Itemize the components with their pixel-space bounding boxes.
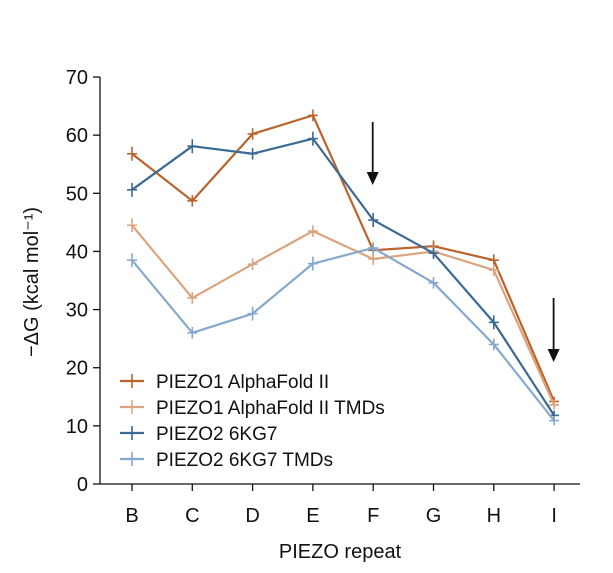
legend-label: PIEZO1 AlphaFold II TMDs bbox=[156, 398, 385, 419]
data-point bbox=[549, 415, 560, 426]
y-axis: 0 10 20 30 40 50 60 70 bbox=[66, 67, 101, 496]
data-point bbox=[488, 254, 499, 266]
x-tick-label: E bbox=[306, 505, 319, 527]
series-3 bbox=[127, 242, 560, 426]
x-axis: B C D E F G H I bbox=[100, 483, 580, 527]
data-point bbox=[247, 258, 258, 271]
series-line bbox=[131, 137, 556, 416]
data-point bbox=[368, 213, 379, 228]
data-point bbox=[307, 131, 318, 146]
data-point bbox=[127, 182, 137, 197]
data-point bbox=[187, 292, 198, 304]
series-line bbox=[131, 246, 555, 422]
data-point bbox=[307, 256, 318, 271]
data-point bbox=[368, 242, 379, 254]
data-point bbox=[247, 128, 258, 140]
data-point bbox=[127, 253, 137, 268]
data-point bbox=[247, 147, 258, 160]
series-line bbox=[131, 224, 556, 406]
legend-item: PIEZO1 AlphaFold II TMDs bbox=[120, 398, 385, 419]
arrow-head-icon bbox=[366, 172, 379, 185]
data-point bbox=[488, 315, 499, 330]
data-point bbox=[187, 327, 198, 339]
data-point bbox=[488, 264, 499, 276]
data-point bbox=[307, 109, 318, 122]
y-axis-label: −ΔG (kcal mol⁻¹) bbox=[21, 207, 43, 357]
data-point bbox=[187, 139, 198, 154]
y-tick-label: 50 bbox=[66, 183, 88, 205]
y-tick-label: 40 bbox=[66, 241, 88, 263]
legend-label: PIEZO1 AlphaFold II bbox=[156, 372, 329, 393]
arrow-annotation bbox=[547, 298, 560, 362]
x-axis-label: PIEZO repeat bbox=[279, 541, 402, 563]
y-tick-label: 60 bbox=[66, 125, 88, 147]
series-layer bbox=[127, 109, 560, 426]
data-point bbox=[368, 253, 379, 265]
x-tick-label: B bbox=[125, 505, 138, 527]
data-point bbox=[428, 277, 439, 289]
data-point bbox=[307, 225, 318, 237]
legend-label: PIEZO2 6KG7 bbox=[156, 424, 277, 445]
legend: PIEZO1 AlphaFold II PIEZO1 AlphaFold II T… bbox=[120, 372, 385, 471]
series-0 bbox=[127, 109, 560, 407]
data-point bbox=[247, 306, 258, 321]
legend-item: PIEZO2 6KG7 bbox=[120, 424, 277, 445]
y-tick-label: 0 bbox=[77, 474, 88, 496]
data-point bbox=[428, 247, 439, 259]
y-tick-label: 10 bbox=[66, 416, 88, 438]
data-point bbox=[127, 218, 137, 233]
legend-item: PIEZO1 AlphaFold II bbox=[120, 372, 329, 393]
legend-item: PIEZO2 6KG7 TMDs bbox=[120, 450, 333, 471]
data-point bbox=[488, 338, 499, 351]
arrow-annotation bbox=[366, 122, 379, 185]
y-tick-label: 70 bbox=[66, 67, 88, 89]
x-tick-label: F bbox=[367, 505, 379, 527]
data-point bbox=[549, 400, 560, 410]
y-tick-label: 20 bbox=[66, 358, 88, 380]
x-tick-label: C bbox=[185, 505, 199, 527]
x-tick-label: D bbox=[245, 505, 259, 527]
data-point bbox=[127, 146, 137, 161]
annotation-layer bbox=[366, 122, 560, 362]
legend-label: PIEZO2 6KG7 TMDs bbox=[156, 450, 333, 471]
series-line bbox=[131, 114, 556, 402]
y-tick-label: 30 bbox=[66, 300, 88, 322]
x-tick-label: G bbox=[426, 505, 442, 527]
data-point bbox=[187, 195, 198, 207]
x-tick-label: H bbox=[487, 505, 501, 527]
arrow-head-icon bbox=[547, 349, 560, 362]
x-tick-label: I bbox=[551, 505, 557, 527]
